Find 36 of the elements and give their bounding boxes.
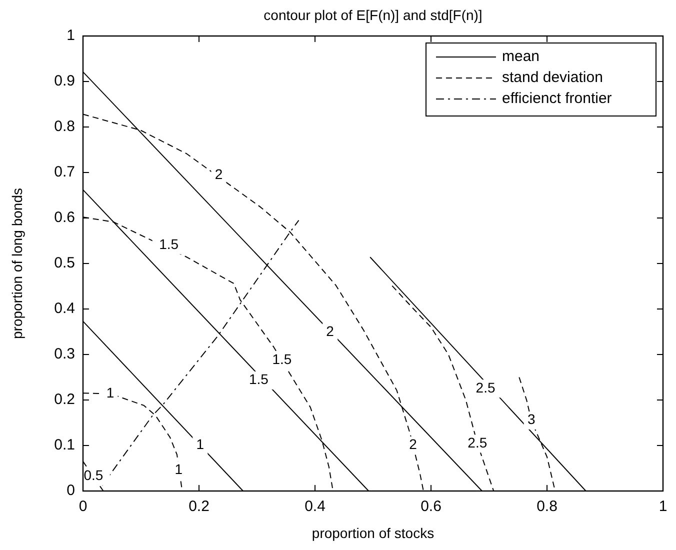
annotation: 1 bbox=[106, 384, 114, 400]
y-tick-label: 0.1 bbox=[54, 436, 75, 454]
annotation: 2 bbox=[326, 322, 334, 339]
x-tick-label: 0.2 bbox=[188, 498, 210, 515]
y-tick-label: 0.9 bbox=[54, 72, 75, 90]
annotation: 3 bbox=[527, 411, 536, 428]
x-tick-label: 1 bbox=[658, 498, 668, 515]
y-tick-label: 0.7 bbox=[54, 163, 75, 180]
annotation: 0.5 bbox=[84, 467, 104, 484]
x-axis-title: proportion of stocks bbox=[312, 525, 434, 541]
x-tick-label: 0.8 bbox=[536, 498, 558, 515]
y-tick-label: 0.8 bbox=[54, 118, 75, 135]
y-tick-label: 1 bbox=[66, 26, 75, 44]
annotation: 1 bbox=[174, 461, 183, 478]
legend-label: stand deviation bbox=[502, 68, 603, 86]
y-tick-label: 0.5 bbox=[54, 254, 75, 272]
legend-label: efficienct frontier bbox=[502, 90, 612, 107]
y-tick-label: 0.6 bbox=[54, 208, 75, 226]
annotation: 2.5 bbox=[468, 434, 488, 450]
chart-title: contour plot of E[F(n)] and std[F(n)] bbox=[264, 7, 482, 23]
annotation: 2 bbox=[409, 436, 418, 452]
y-tick-label: 0 bbox=[66, 482, 75, 499]
legend-label: mean bbox=[502, 48, 540, 65]
annotation: 2 bbox=[214, 166, 223, 182]
annotation: 1.5 bbox=[249, 371, 269, 388]
annotation: 2.5 bbox=[476, 379, 496, 396]
annotation: 1 bbox=[196, 436, 204, 452]
x-tick-label: 0.6 bbox=[420, 498, 442, 515]
x-tick-label: 0 bbox=[78, 498, 88, 515]
y-axis-title: proportion of long bonds bbox=[9, 188, 25, 339]
y-tick-label: 0.3 bbox=[54, 345, 75, 362]
y-tick-label: 0.4 bbox=[54, 300, 75, 317]
annotation: 1.5 bbox=[272, 351, 292, 368]
y-tick-label: 0.2 bbox=[54, 390, 75, 408]
x-tick-label: 0.4 bbox=[304, 498, 326, 515]
annotation: 1.5 bbox=[159, 236, 179, 252]
